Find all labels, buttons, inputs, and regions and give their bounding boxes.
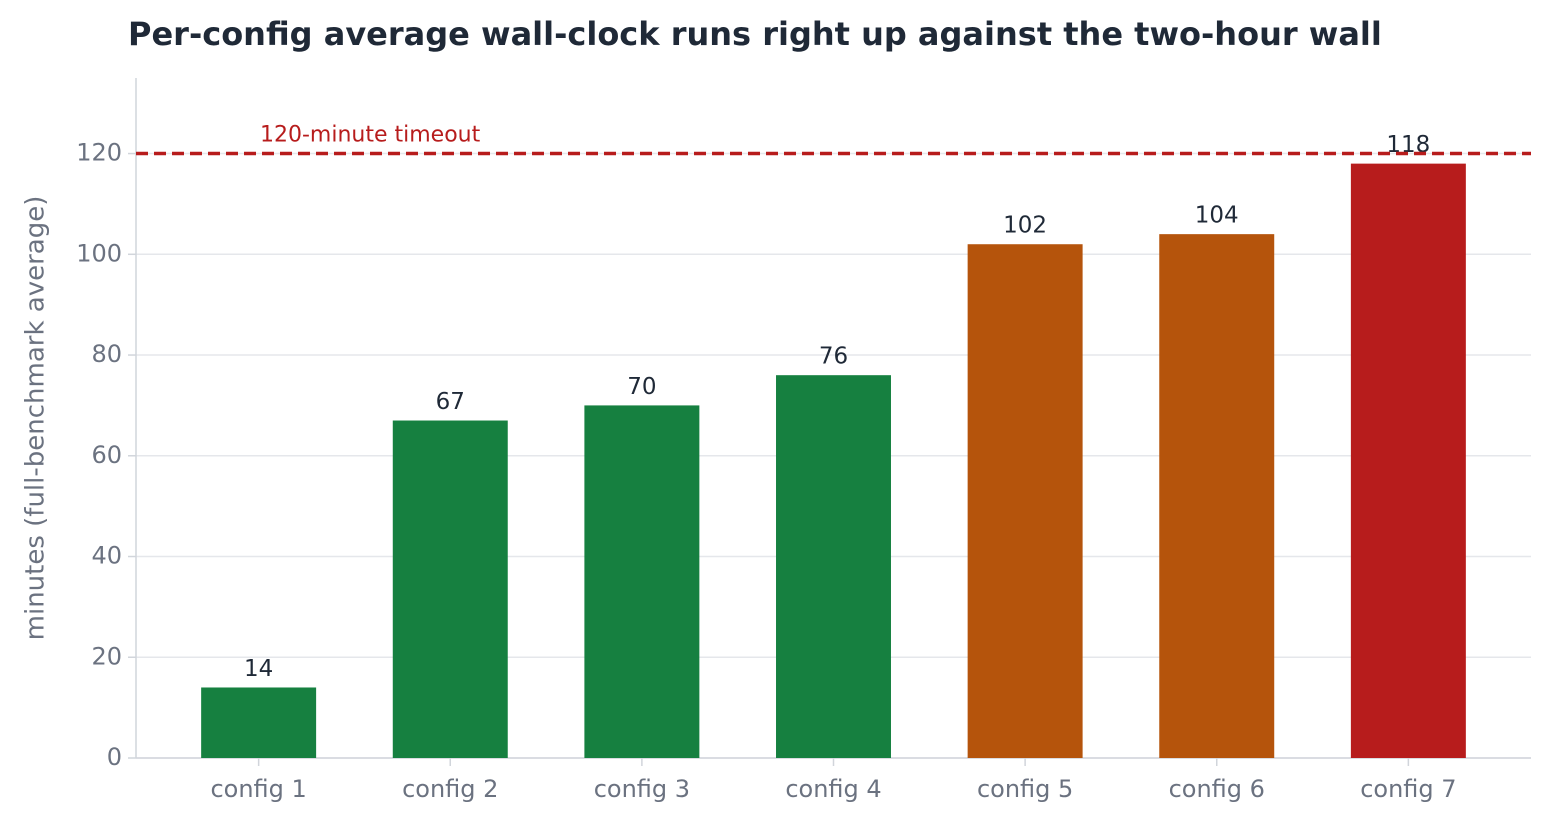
x-tick-label: config 4 xyxy=(785,775,881,803)
y-tick-label: 60 xyxy=(91,441,122,469)
value-label: 70 xyxy=(627,374,656,400)
x-tick-label: config 6 xyxy=(1169,775,1265,803)
x-tick-label: config 7 xyxy=(1360,775,1456,803)
y-tick-label: 20 xyxy=(91,642,122,670)
reference-label: 120-minute timeout xyxy=(260,123,481,148)
bar xyxy=(201,687,317,758)
y-tick-label: 0 xyxy=(107,743,122,771)
value-label: 76 xyxy=(819,344,848,370)
bar xyxy=(1159,234,1275,759)
x-tick-label: config 5 xyxy=(977,775,1073,803)
bar xyxy=(584,405,700,758)
x-tick-label: config 2 xyxy=(402,775,498,803)
value-label: 14 xyxy=(244,656,273,682)
value-label: 102 xyxy=(1003,213,1047,239)
bar xyxy=(967,244,1083,758)
y-tick-label: 120 xyxy=(76,139,122,167)
y-tick-label: 100 xyxy=(76,239,122,267)
y-tick-label: 40 xyxy=(91,542,122,570)
bar xyxy=(776,375,891,758)
bar xyxy=(392,420,508,758)
y-axis-label: minutes (full-benchmark average) xyxy=(21,196,51,641)
x-tick-label: config 3 xyxy=(594,775,690,803)
bar xyxy=(1350,163,1466,758)
chart-title: Per-config average wall-clock runs right… xyxy=(128,15,1382,53)
y-tick-label: 80 xyxy=(91,340,122,368)
value-label: 67 xyxy=(436,389,465,415)
value-label: 104 xyxy=(1195,203,1239,229)
x-tick-label: config 1 xyxy=(210,775,306,803)
